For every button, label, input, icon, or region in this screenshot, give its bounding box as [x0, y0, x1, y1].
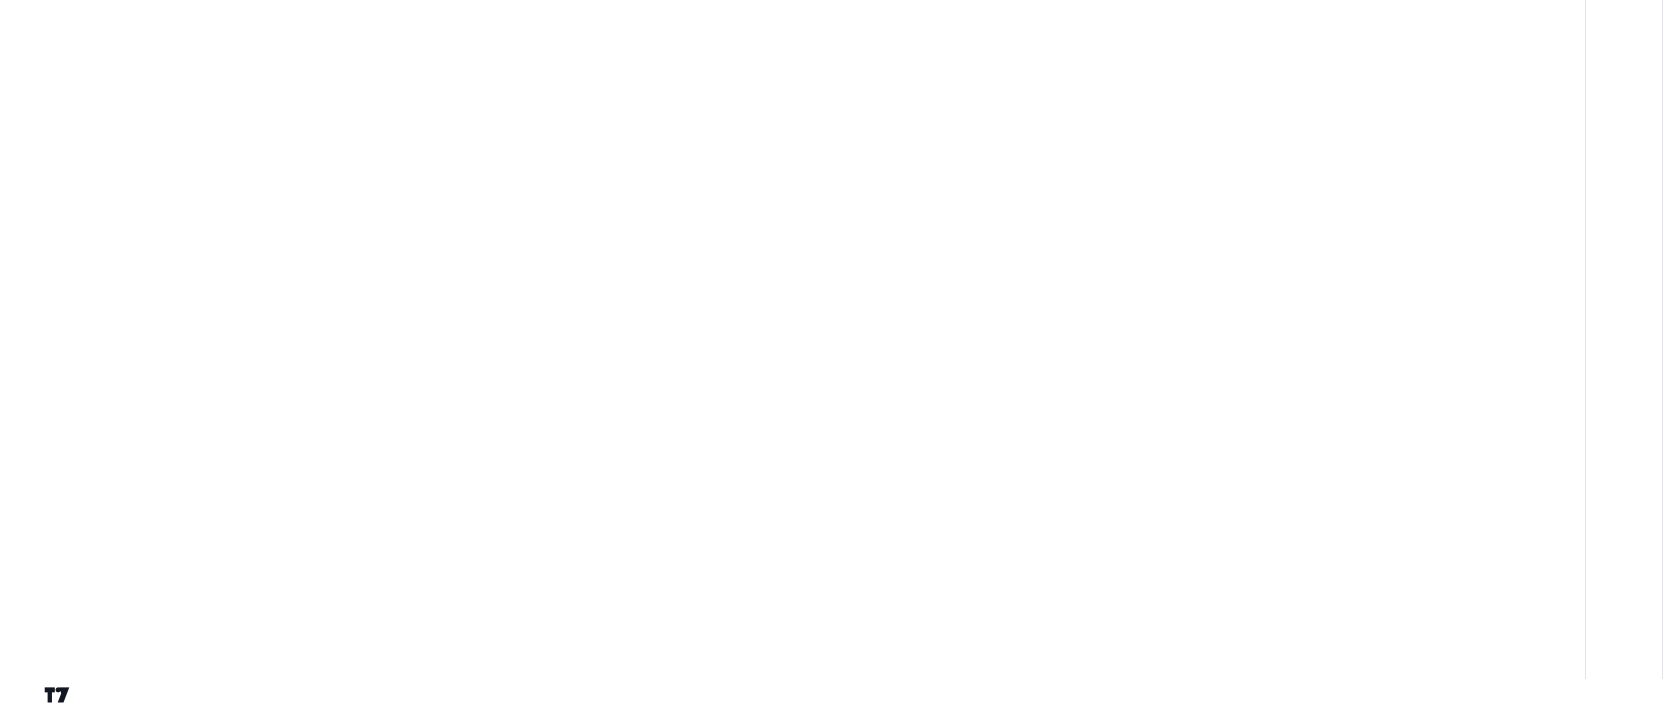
tradingview-logo-icon	[44, 687, 70, 703]
ma20-legend[interactable]	[25, 42, 31, 58]
ma100-legend[interactable]	[25, 62, 31, 78]
ma200-legend[interactable]	[25, 82, 31, 98]
rsi-legend[interactable]	[25, 332, 31, 348]
macd-legend[interactable]	[25, 491, 51, 507]
time-axis[interactable]	[0, 640, 1585, 679]
symbol-legend[interactable]	[25, 21, 71, 41]
tradingview-logo[interactable]	[44, 685, 78, 707]
price-scale[interactable]	[1585, 0, 1663, 679]
